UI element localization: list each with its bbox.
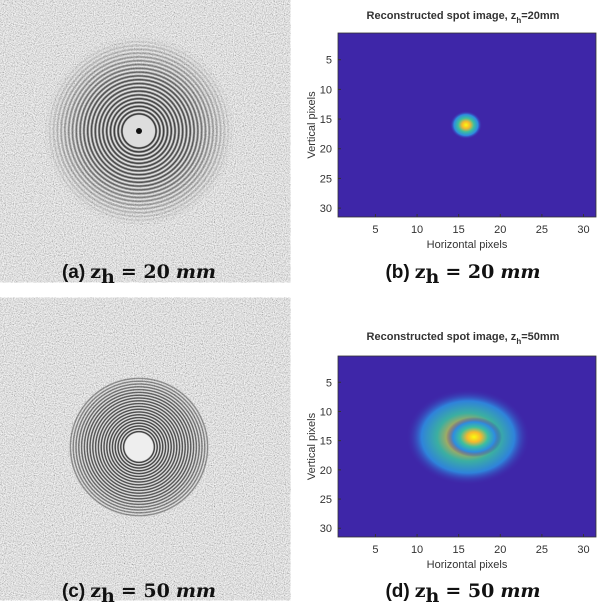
text-part: h [516,16,521,25]
x-tick-label: 25 [536,544,548,556]
x-axis-label: Horizontal pixels [427,239,508,251]
text-part: h [516,337,521,346]
chart-title: Reconstructed spot image, zh=50mm [367,331,560,346]
y-tick-label: 5 [326,55,332,67]
text-part: mm [500,580,540,602]
caption: (d) zh = 50 mm [385,580,540,607]
text-part: mm [500,261,540,283]
x-tick-label: 30 [577,544,589,556]
text-part: mm [176,261,216,283]
text-part: =20mm [521,10,559,22]
x-axis-label: Horizontal pixels [427,559,508,571]
x-tick-label: 20 [494,224,506,236]
x-tick-label: 20 [494,544,506,556]
x-tick-label: 10 [411,544,423,556]
text-part: = 50 [121,580,170,602]
text-part: = 20 [445,261,494,283]
x-tick-label: 30 [577,224,589,236]
y-tick-label: 30 [320,523,332,535]
axes: 5 10 15 20 25 30 5 10 15 20 25 30 Horizontal pixels V… [306,331,597,571]
caption: (a) zh = 20 mm [62,261,216,288]
text-part: = 20 [121,261,170,283]
caption: (c) zh = 50 mm [62,580,216,607]
text-part: (c) [62,581,85,602]
x-tick-label: 10 [411,224,423,236]
y-tick-label: 5 [326,377,332,389]
axes-frame [337,355,597,538]
text-part: h [101,585,115,607]
y-tick-label: 15 [320,114,332,126]
y-tick-label: 25 [320,173,332,185]
text-part: (d) [385,581,409,602]
spot [450,111,482,139]
text-part: mm [176,580,216,602]
text-part: = 50 [445,580,494,602]
text-part: z [90,261,101,283]
chart-title: Reconstructed spot image, zh=20mm [367,10,560,25]
y-tick-label: 20 [320,465,332,477]
x-tick-label: 25 [536,224,548,236]
text-part: z [415,261,426,283]
text-part: z [415,580,426,602]
x-tick-label: 5 [372,544,378,556]
text-part: (b) [385,262,409,283]
text-part: Reconstructed spot image, z [367,10,517,22]
hologram-a [13,5,265,257]
text-part: h [426,585,440,607]
y-tick-label: 20 [320,144,332,156]
text-part: Reconstructed spot image, z [367,331,517,343]
y-tick-label: 10 [320,84,332,96]
text-part: (a) [62,262,85,283]
x-tick-label: 15 [453,544,465,556]
y-tick-label: 15 [320,436,332,448]
axes: 5 10 15 20 25 30 5 10 15 20 25 30 Horizontal pixels V… [306,10,597,251]
y-tick-label: 30 [320,203,332,215]
y-tick-label: 10 [320,406,332,418]
x-tick-label: 5 [372,224,378,236]
hologram-c [13,323,265,575]
axes-frame [337,32,597,218]
y-axis-label: Vertical pixels [306,91,318,159]
caption: (b) zh = 20 mm [385,261,540,288]
text-part: h [101,266,115,288]
text-part: h [426,266,440,288]
y-axis-label: Vertical pixels [306,412,318,480]
x-tick-label: 15 [453,224,465,236]
y-tick-label: 25 [320,494,332,506]
spot [446,417,502,457]
text-part: z [90,580,101,602]
text-part: =50mm [521,331,559,343]
